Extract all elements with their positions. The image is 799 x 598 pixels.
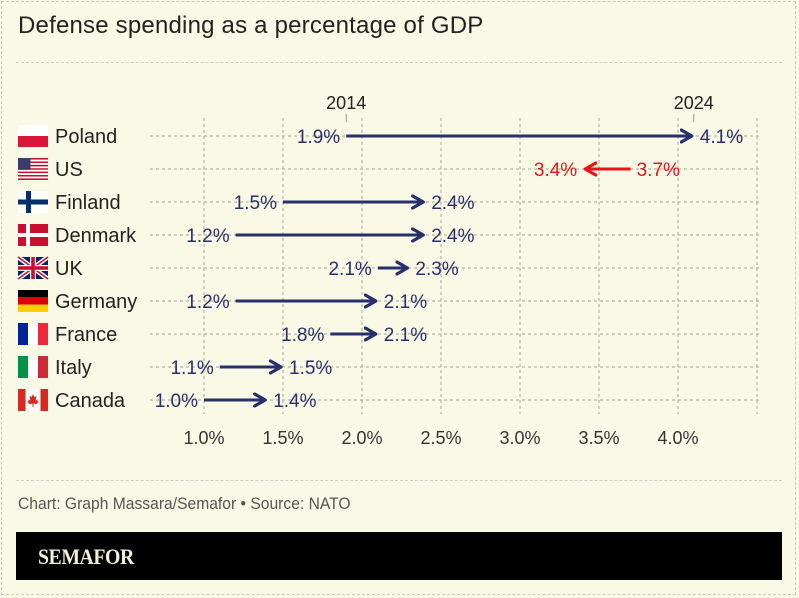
x-tick-label: 3.0% — [499, 428, 540, 448]
value-label-2024: 2.1% — [384, 325, 427, 346]
value-label-2014: 1.5% — [234, 193, 277, 214]
finland-flag-icon — [18, 191, 48, 213]
france-flag-icon — [18, 323, 48, 345]
value-label-2014: 1.2% — [186, 292, 229, 313]
country-label: Poland — [55, 126, 117, 148]
x-tick-label: 2.5% — [420, 428, 461, 448]
country-label: Denmark — [55, 225, 137, 247]
value-label-2014: 3.7% — [637, 160, 680, 181]
value-label-2024: 1.4% — [273, 391, 316, 412]
x-tick-label: 4.0% — [657, 428, 698, 448]
value-label-2014: 1.1% — [170, 358, 213, 379]
country-label: Germany — [55, 291, 137, 313]
country-label: UK — [55, 258, 83, 280]
value-label-2014: 1.8% — [281, 325, 324, 346]
chart-row-germany: Germany 1.2% 2.1% — [18, 290, 427, 313]
canada-flag-icon — [18, 389, 48, 411]
germany-flag-icon — [18, 290, 48, 312]
country-label: Finland — [55, 192, 121, 214]
uk-flag-icon — [16, 255, 50, 281]
year-label-end: 2024 — [674, 93, 714, 113]
poland-flag-icon — [18, 125, 48, 147]
semafor-logo: SEMAFOR — [38, 544, 134, 569]
country-label: Italy — [55, 357, 92, 379]
country-label: Canada — [55, 390, 126, 412]
value-label-2024: 2.4% — [431, 193, 474, 214]
value-label-2024: 3.4% — [534, 160, 577, 181]
value-label-2024: 4.1% — [700, 127, 743, 148]
chart-title: Defense spending as a percentage of GDP — [18, 12, 484, 39]
chart-row-us: US 3.7% 3.4% — [18, 158, 680, 181]
chart-row-denmark: Denmark 1.2% 2.4% — [18, 224, 475, 247]
value-label-2014: 1.9% — [297, 127, 340, 148]
chart-area: 1.0% 1.5% 2.0% 2.5% 3.0% 3.5% 4.0% 2014 2024 Po… — [16, 93, 762, 448]
value-label-2024: 2.1% — [384, 292, 427, 313]
chart-row-finland: Finland 1.5% 2.4% — [18, 191, 475, 214]
value-label-2014: 2.1% — [328, 259, 371, 280]
chart-row-france: France 1.8% 2.1% — [18, 323, 427, 346]
source-credit: Chart: Graph Massara/Semafor • Source: N… — [18, 494, 351, 513]
chart-row-canada: Canada 1.0% 1.4% — [18, 389, 317, 412]
chart-row-italy: Italy 1.1% 1.5% — [18, 356, 332, 379]
title-divider — [16, 62, 782, 63]
country-label: US — [55, 159, 83, 181]
chart-row-poland: Poland 1.9% 4.1% — [18, 125, 743, 148]
italy-flag-icon — [18, 356, 48, 378]
value-label-2014: 1.0% — [155, 391, 198, 412]
year-label-start: 2014 — [326, 93, 366, 113]
value-label-2024: 2.4% — [431, 226, 474, 247]
denmark-flag-icon — [18, 224, 48, 246]
footer-divider — [16, 480, 782, 481]
brand-bar: SEMAFOR — [16, 532, 782, 580]
value-label-2014: 1.2% — [186, 226, 229, 247]
value-label-2024: 2.3% — [415, 259, 458, 280]
country-label: France — [55, 324, 117, 346]
x-tick-label: 1.0% — [183, 428, 224, 448]
value-label-2024: 1.5% — [289, 358, 332, 379]
us-flag-icon — [18, 158, 48, 180]
x-tick-label: 2.0% — [341, 428, 382, 448]
chart-row-uk: UK 2.1% 2.3% — [16, 255, 459, 281]
x-tick-label: 3.5% — [578, 428, 619, 448]
x-tick-label: 1.5% — [262, 428, 303, 448]
